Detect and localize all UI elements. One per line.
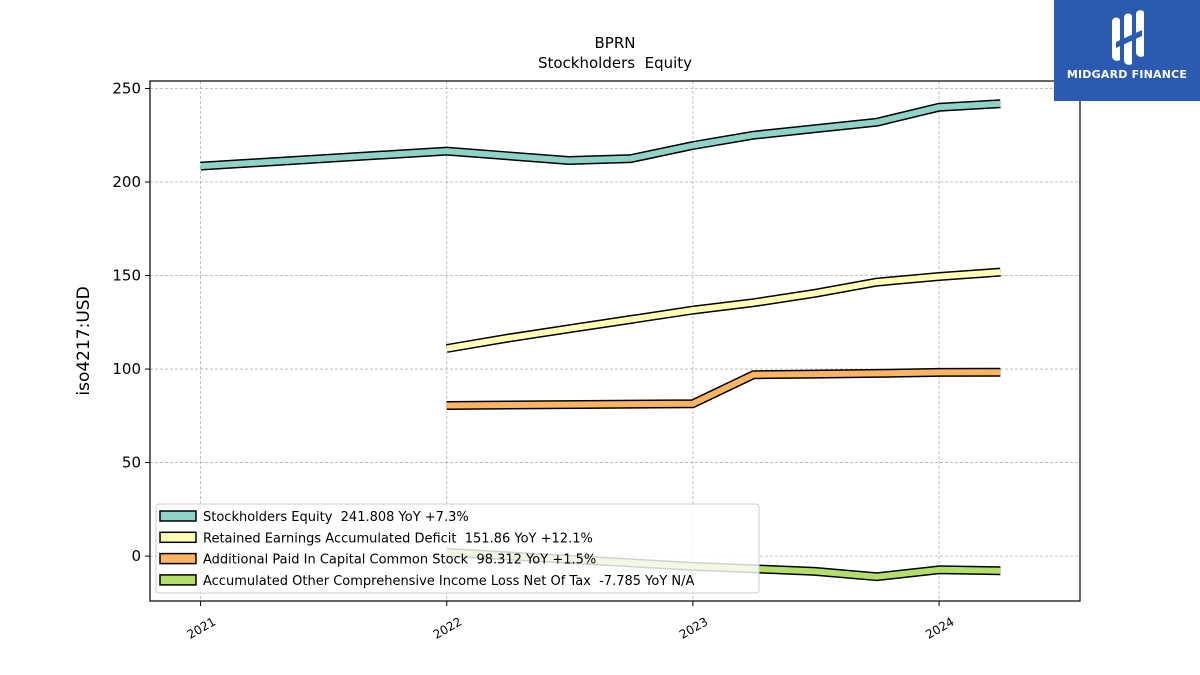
y-axis-label: iso4217:USD [74,286,94,395]
y-tick-label: 250 [112,79,141,97]
series-lines [200,99,1001,582]
legend-label: Accumulated Other Comprehensive Income L… [203,574,694,589]
y-tick-label: 150 [112,267,141,285]
y-tick-label: 100 [112,360,141,378]
midgard-logo-icon [1112,10,1144,65]
x-tick-label: 2023 [677,614,710,641]
brand-logo: MIDGARD FINANCE [1054,0,1200,101]
plot-frame [149,80,1081,602]
x-tick-label: 2022 [431,614,464,641]
series-line-1 [446,269,1001,352]
x-tick-label: 2024 [923,614,956,641]
legend-swatch [159,574,197,586]
legend-swatch [159,552,197,565]
legend-swatch [159,510,197,522]
legend: Stockholders Equity 241.808 YoY +7.3% Ret… [155,503,760,594]
chart-title: BPRN [595,34,636,52]
legend-label: Stockholders Equity 241.808 YoY +7.3% [203,510,469,525]
grid-lines [150,81,1080,601]
chart-subtitle: Stockholders Equity [538,54,692,72]
y-tick-label: 0 [131,547,141,565]
legend-label: Retained Earnings Accumulated Deficit 15… [203,531,593,546]
y-tick-label: 200 [112,173,141,191]
legend-swatch [159,531,197,544]
y-tick-label: 50 [122,454,141,472]
series-line-0 [200,100,1001,170]
logo-text: MIDGARD FINANCE [1066,68,1188,81]
legend-label: Additional Paid In Capital Common Stock … [203,553,596,568]
x-tick-label: 2021 [185,614,218,641]
legend-box [155,503,760,594]
